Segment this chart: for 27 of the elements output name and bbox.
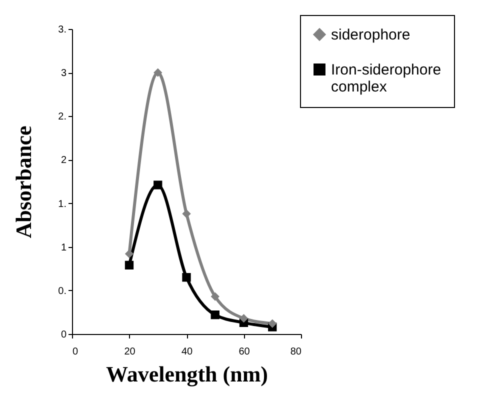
y-tick-label: 2.: [58, 112, 66, 123]
y-axis-title: Absorbance: [11, 126, 36, 238]
point: [210, 292, 220, 301]
y-tick-label: 1: [60, 242, 67, 254]
point: [182, 273, 191, 282]
legend-label: siderophore: [331, 26, 410, 44]
y-tick-label: 3.: [58, 24, 66, 36]
point: [182, 209, 191, 218]
x-tick-label: 20: [124, 346, 136, 358]
point: [210, 310, 220, 320]
point: [268, 319, 277, 328]
point: [124, 250, 134, 258]
y-tick-label: 2: [60, 155, 67, 166]
y-tick-label: 0.: [58, 286, 66, 297]
x-tick-label: 40: [181, 346, 193, 358]
x-tick-label: 0: [72, 346, 78, 358]
legend-label: Iron-siderophore complex: [331, 62, 442, 96]
point: [124, 260, 134, 270]
point: [154, 180, 162, 190]
x-axis-title: Wavelength (nm): [106, 362, 268, 386]
y-tick-label: 3: [60, 68, 67, 80]
x-tick-label: 80: [290, 346, 302, 358]
y-tick-label: 0: [60, 330, 67, 340]
point: [154, 68, 162, 77]
x-tick-label: 60: [238, 346, 250, 358]
y-tick-label: 1.: [58, 198, 66, 210]
point: [239, 314, 248, 323]
